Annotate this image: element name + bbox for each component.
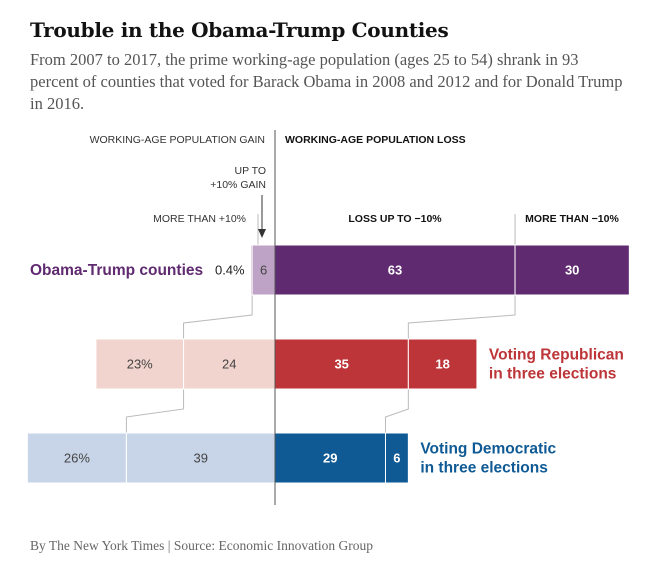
value-label-more-than-loss-row-3: 6 xyxy=(393,451,400,466)
row-label-2-line-2: in three elections xyxy=(489,366,616,383)
chart-subtitle: From 2007 to 2017, the prime working-age… xyxy=(30,50,623,113)
header-gain: WORKING-AGE POPULATION GAIN xyxy=(90,134,265,146)
row-labels: Obama-Trump counties Voting Republican in … xyxy=(30,262,624,477)
credit-line: By The New York Times | Source: Economic… xyxy=(30,538,373,553)
value-label-up-to-gain-row-3: 39 xyxy=(193,451,207,466)
bar-up-to-gain-row-3 xyxy=(125,432,276,484)
connector-gain-boundary xyxy=(183,295,253,339)
chart-title: Trouble in the Obama-Trump Counties xyxy=(30,18,449,42)
value-label-more-than-loss-row-1: 30 xyxy=(565,263,579,278)
value-label-more-than-gain-row-1: 0.4% xyxy=(215,263,245,278)
bar-more-than-loss-row-2 xyxy=(407,338,478,390)
row-label-3-line-1: Voting Democratic xyxy=(420,441,556,458)
header-up-to-gain-line1: UP TO xyxy=(234,165,266,177)
bar-more-than-loss-row-3 xyxy=(384,432,409,484)
header-more-than-loss: MORE THAN −10% xyxy=(525,213,619,225)
column-headers: WORKING-AGE POPULATION GAIN WORKING-AGE P… xyxy=(90,134,619,238)
value-label-up-to-gain-row-1: 6 xyxy=(260,263,267,278)
value-label-more-than-gain-row-2: 23% xyxy=(127,357,153,372)
value-label-loss-up-to-row-1: 63 xyxy=(388,263,402,278)
value-label-up-to-gain-row-2: 24 xyxy=(222,357,236,372)
header-loss: WORKING-AGE POPULATION LOSS xyxy=(285,134,466,146)
bar-more-than-gain-row-2 xyxy=(95,338,185,390)
value-label-more-than-loss-row-2: 18 xyxy=(435,357,449,372)
row-label-1-line-1: Obama-Trump counties xyxy=(30,262,203,279)
up-to-gain-arrow-head xyxy=(258,229,266,238)
header-loss-up-to: LOSS UP TO −10% xyxy=(348,213,442,225)
row-label-3-line-2: in three elections xyxy=(420,460,547,477)
connector-gain-boundary xyxy=(125,389,185,433)
bar-more-than-gain-row-3 xyxy=(26,432,127,484)
value-labels: 0.4% 6 63 30 23% 24 35 18 26% 39 29 6 xyxy=(64,263,580,466)
row-label-2-line-1: Voting Republican xyxy=(489,347,624,364)
value-label-more-than-gain-row-3: 26% xyxy=(64,451,90,466)
value-label-loss-up-to-row-2: 35 xyxy=(334,357,348,372)
header-up-to-gain-line2: +10% GAIN xyxy=(210,179,266,191)
header-more-than-gain: MORE THAN +10% xyxy=(153,213,246,225)
bars xyxy=(26,244,630,484)
bar-up-to-gain-row-2 xyxy=(183,338,276,390)
bar-loss-up-to-row-3 xyxy=(274,432,386,484)
bar-loss-up-to-row-2 xyxy=(274,338,409,390)
bar-more-than-loss-row-1 xyxy=(514,244,630,296)
value-label-loss-up-to-row-3: 29 xyxy=(323,451,337,466)
